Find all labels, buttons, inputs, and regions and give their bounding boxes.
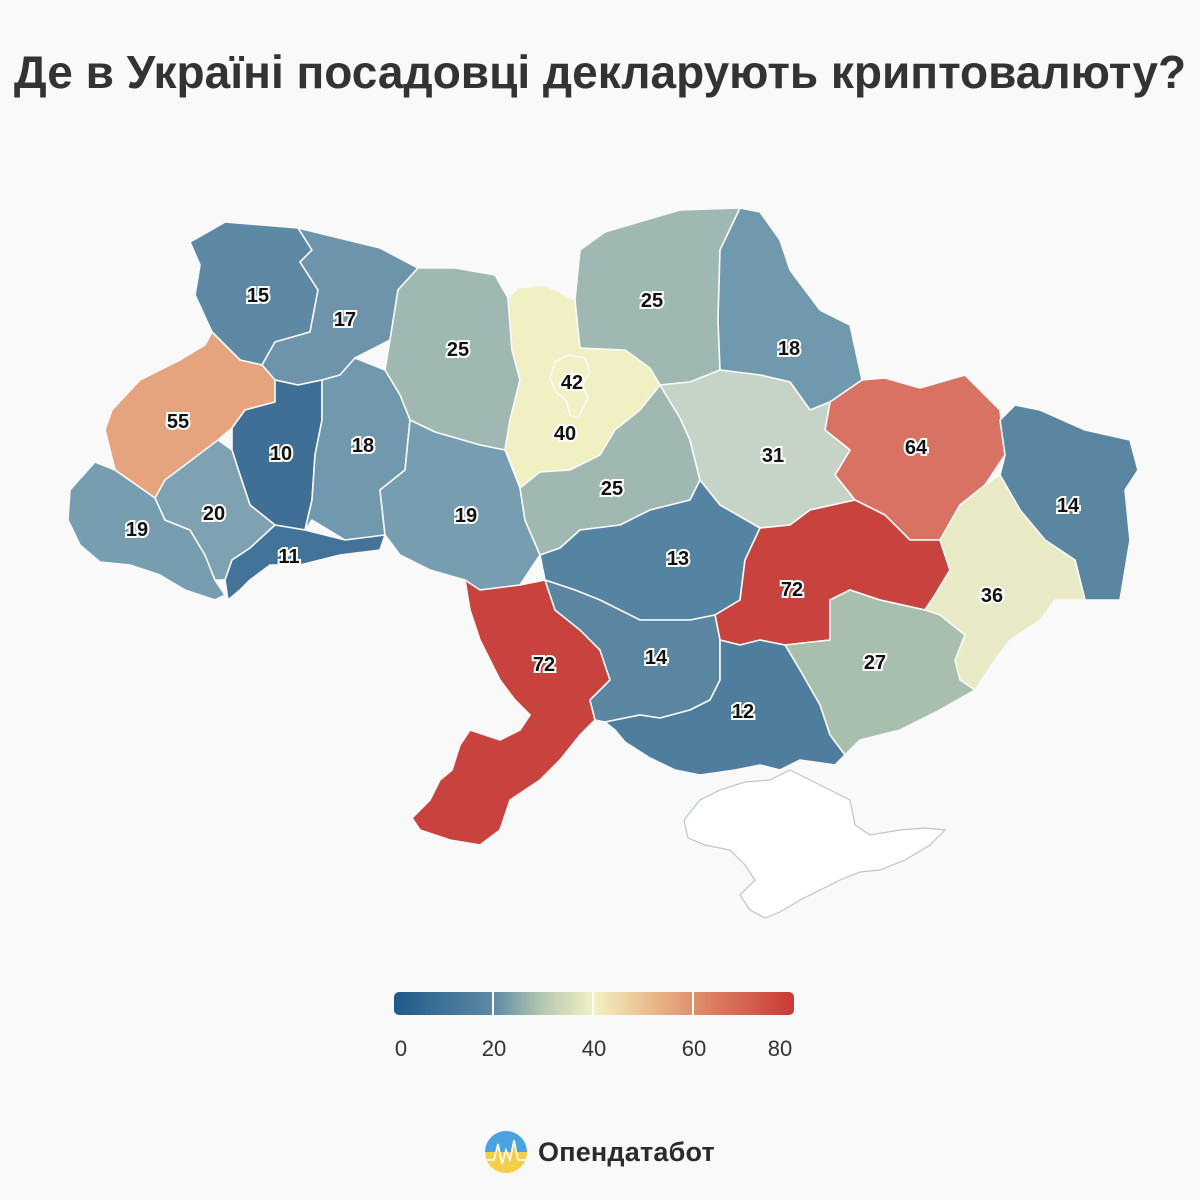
legend-tick-60: 60 [681, 1036, 707, 1061]
label-poltava: 31 [762, 445, 784, 467]
brand-name: Опендатабот [538, 1136, 715, 1167]
label-kharkiv: 64 [905, 437, 928, 459]
legend-separator [492, 992, 494, 1015]
label-rivne: 17 [334, 309, 356, 331]
region-chernivtsi[interactable] [224, 524, 386, 601]
label-zhytomyr: 25 [447, 339, 469, 361]
label-kirovohrad: 13 [667, 548, 689, 570]
label-ivano-frankivsk: 20 [203, 503, 225, 525]
label-chernihiv: 25 [641, 290, 663, 312]
label-mykolaiv: 14 [645, 647, 668, 669]
label-volyn: 15 [247, 285, 269, 307]
opendatabot-logo-icon [485, 1131, 527, 1173]
label-kherson: 12 [732, 701, 754, 723]
label-zaporizhzhia: 27 [864, 652, 886, 674]
label-zakarpattia: 19 [126, 519, 148, 541]
label-ternopil: 10 [270, 443, 292, 465]
label-khmelnytskyi: 18 [352, 435, 374, 457]
label-kyiv-city: 42 [561, 372, 583, 394]
label-lviv: 55 [167, 411, 189, 433]
label-cherkasy: 25 [601, 478, 623, 500]
region-luhansk[interactable] [999, 404, 1139, 601]
legend-tick-80: 80 [767, 1036, 793, 1061]
label-odesa: 72 [533, 654, 555, 676]
label-dnipropetrovsk: 72 [781, 579, 803, 601]
legend-tick-20: 20 [481, 1036, 507, 1061]
legend-tick-0: 0 [394, 1036, 408, 1061]
legend-separator [692, 992, 694, 1015]
label-donetsk: 36 [981, 585, 1003, 607]
legend-tick-40: 40 [581, 1036, 607, 1061]
legend-separator [592, 992, 594, 1015]
label-kyiv-oblast: 40 [554, 423, 576, 445]
label-luhansk: 14 [1057, 495, 1080, 517]
region-kherson[interactable] [604, 639, 846, 776]
region-crimea [683, 769, 947, 919]
label-sumy: 18 [778, 338, 800, 360]
label-chernivtsi: 11 [278, 546, 299, 568]
page-title: Де в Україні посадовці декларують крипто… [0, 40, 1200, 104]
brand: Опендатабот [484, 1130, 715, 1174]
title-text: Де в Україні посадовці декларують крипто… [13, 46, 1187, 98]
label-vinnytsia: 19 [455, 505, 477, 527]
color-scale-legend [394, 992, 794, 1015]
region-kyiv-city[interactable] [549, 354, 591, 419]
